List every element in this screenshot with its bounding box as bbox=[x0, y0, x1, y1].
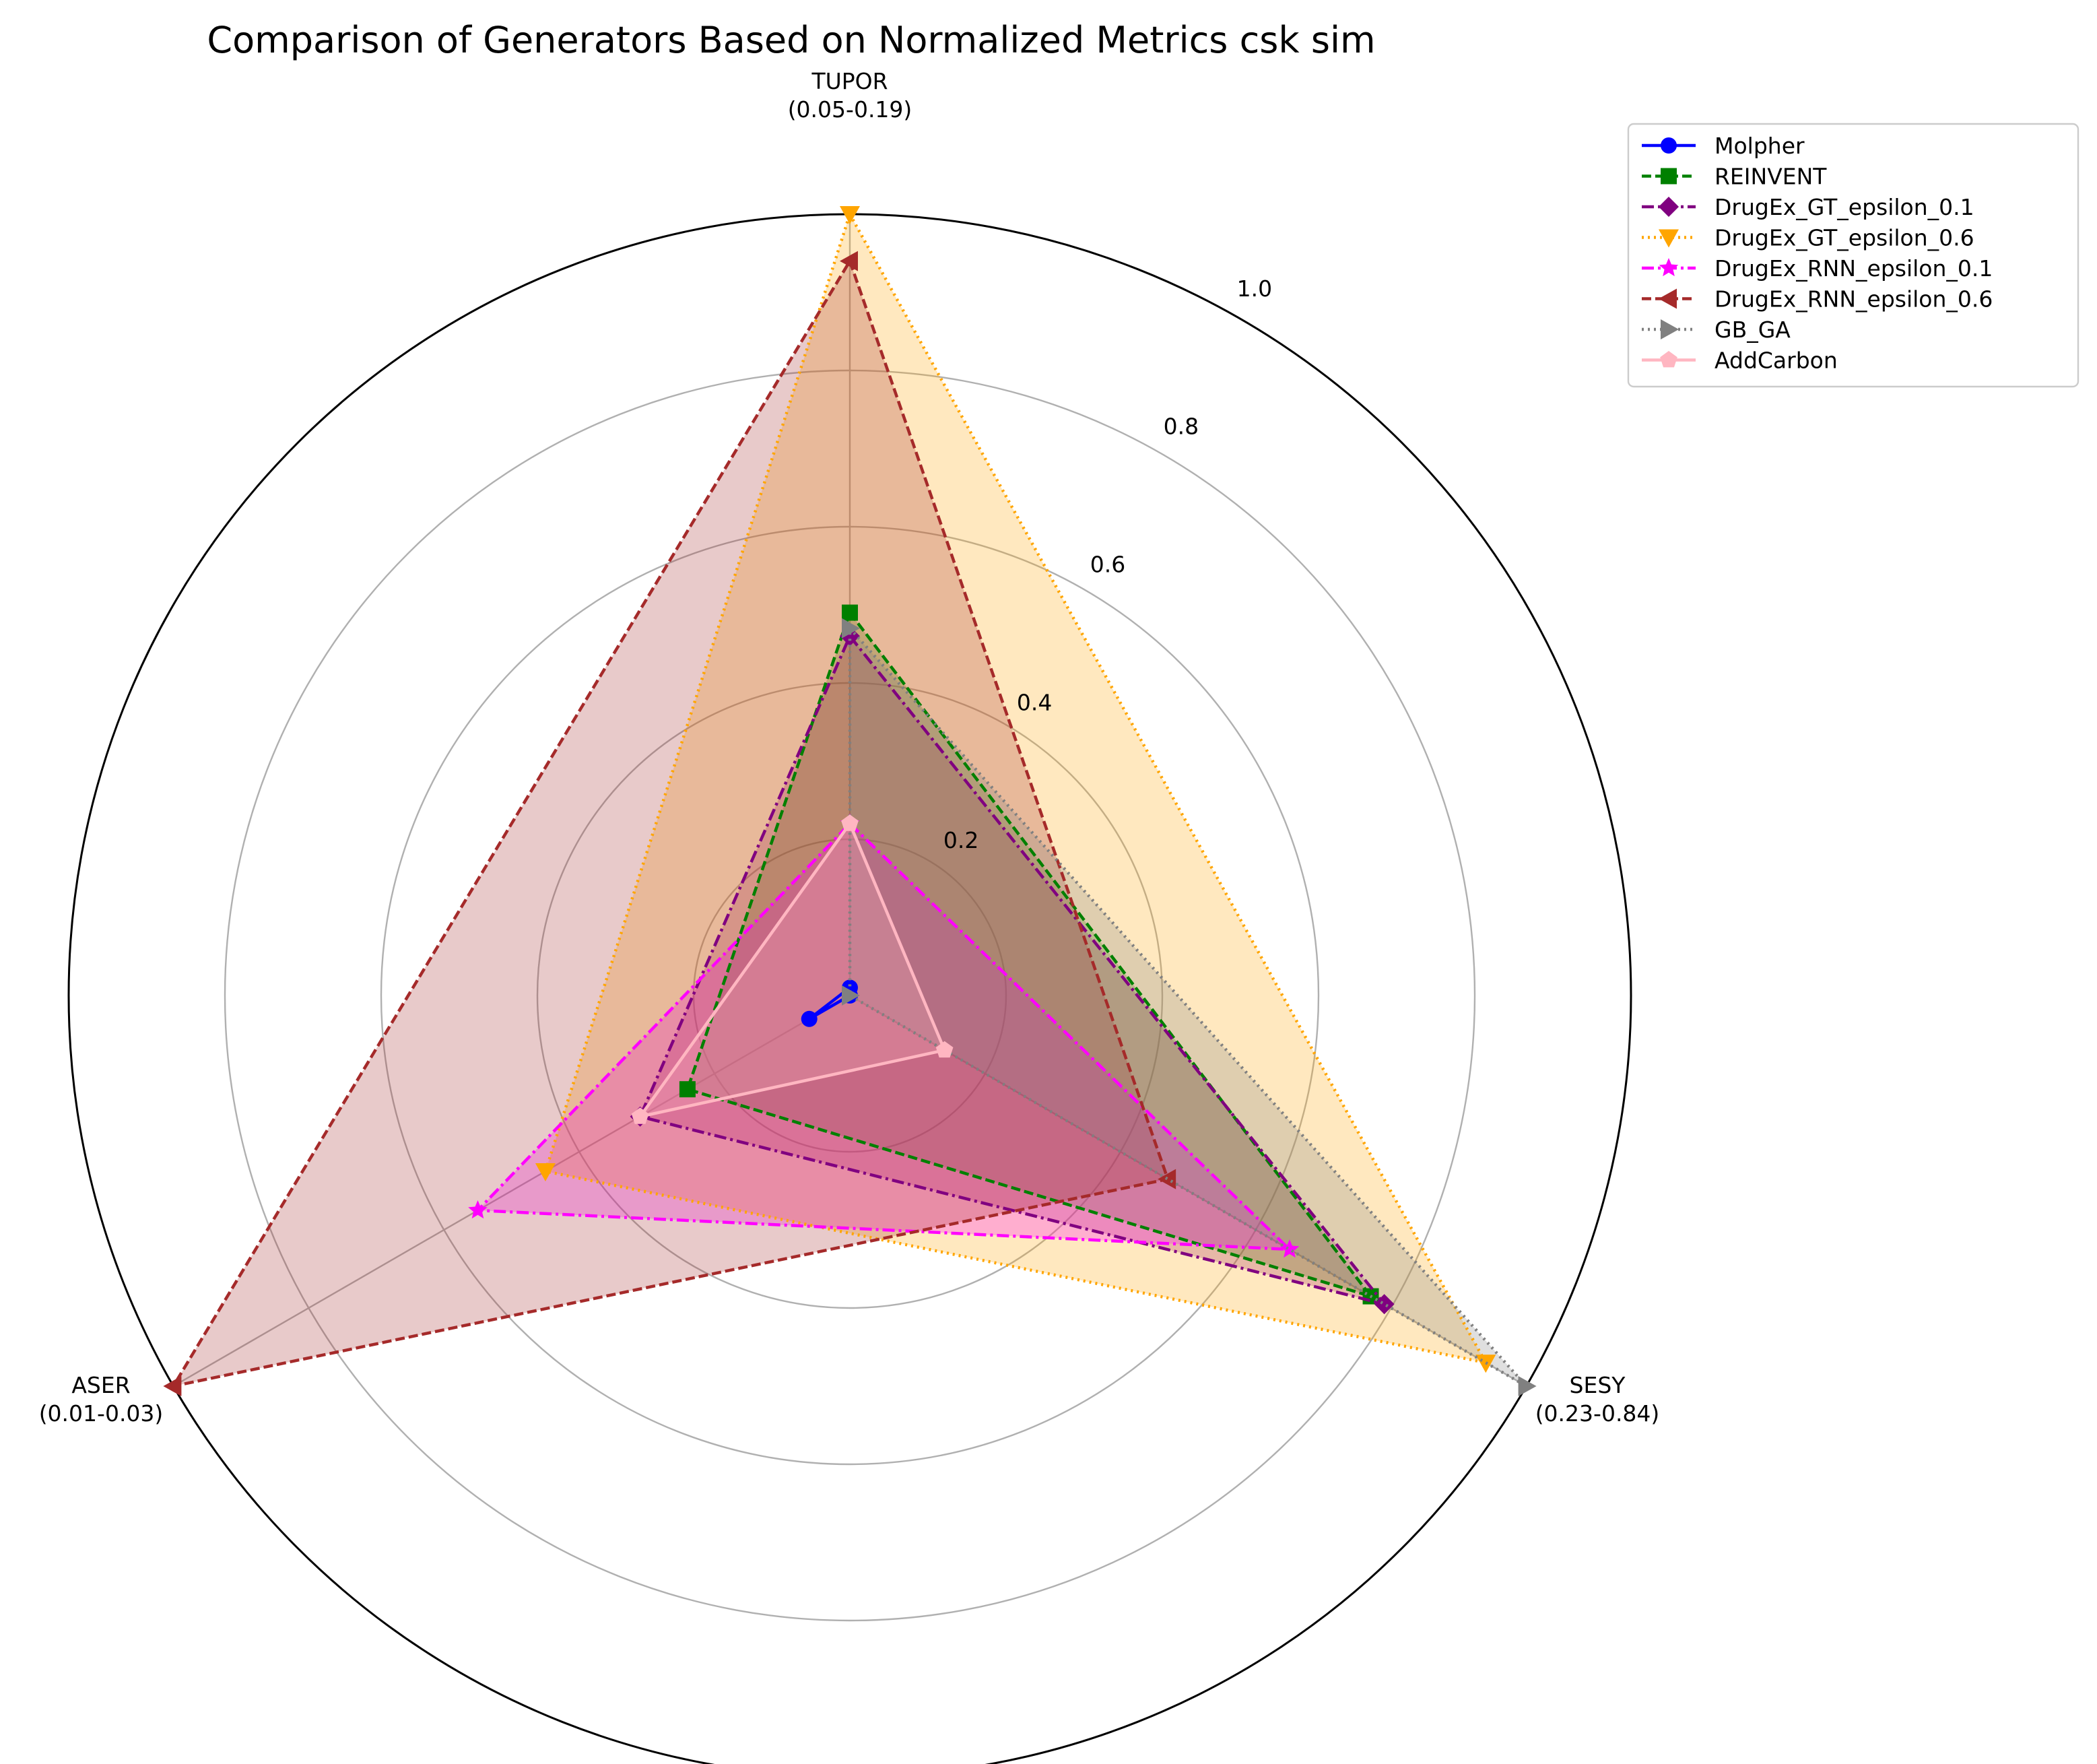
series-line bbox=[476, 822, 1292, 1251]
legend-entry: GB_GA bbox=[1642, 317, 1791, 343]
series-fill bbox=[173, 261, 1168, 1387]
legend-entry: DrugEx_RNN_epsilon_0.1 bbox=[1642, 255, 1993, 282]
data-point bbox=[1659, 288, 1677, 309]
data-point bbox=[842, 618, 860, 639]
axis-range-label: (0.23-0.84) bbox=[1535, 1400, 1660, 1427]
legend-label: AddCarbon bbox=[1715, 348, 1838, 374]
data-point bbox=[468, 1200, 488, 1219]
data-point bbox=[1659, 229, 1679, 248]
series-fill bbox=[640, 823, 945, 1117]
series-line bbox=[543, 212, 1488, 1365]
legend: Molpher REINVENT DrugEx_GT_epsilon_0.1 Drug… bbox=[1627, 123, 2079, 388]
legend-label: DrugEx_RNN_epsilon_0.6 bbox=[1715, 286, 1993, 313]
data-point bbox=[935, 1041, 954, 1058]
data-point bbox=[679, 1081, 696, 1098]
data-point bbox=[1279, 1239, 1300, 1258]
legend-entry: DrugEx_GT_epsilon_0.1 bbox=[1642, 194, 1974, 220]
data-point bbox=[1659, 197, 1679, 217]
axis-label-sesy: SESY bbox=[1570, 1372, 1626, 1398]
axis-range-label: (0.05-0.19) bbox=[788, 96, 912, 123]
radial-tick-label: 0.8 bbox=[1164, 414, 1199, 440]
data-point bbox=[840, 251, 858, 271]
series-gb-ga bbox=[842, 618, 1537, 1396]
series-line bbox=[686, 611, 1372, 1298]
legend-entry: REINVENT bbox=[1642, 164, 1827, 190]
data-point bbox=[841, 814, 859, 831]
data-point bbox=[1659, 258, 1679, 277]
radial-tick-label: 0.6 bbox=[1090, 551, 1125, 577]
data-point bbox=[842, 985, 860, 1006]
series-line bbox=[848, 626, 1528, 1388]
data-point bbox=[535, 1163, 556, 1181]
legend-label: DrugEx_GT_epsilon_0.1 bbox=[1715, 194, 1974, 220]
radial-tick-labels: 0.2 0.4 0.6 0.8 1.0 bbox=[943, 275, 1272, 853]
legend-entry: AddCarbon bbox=[1642, 348, 1838, 374]
legend-box bbox=[1627, 123, 2079, 388]
legend-label: DrugEx_GT_epsilon_0.6 bbox=[1715, 225, 1974, 251]
series-addcarbon bbox=[631, 814, 954, 1124]
axis-label-tupor: TUPOR bbox=[811, 68, 888, 94]
axis-label-aser: ASER bbox=[71, 1372, 130, 1398]
data-point bbox=[163, 1376, 182, 1396]
legend-entry: DrugEx_RNN_epsilon_0.6 bbox=[1642, 286, 1993, 313]
radial-tick-label: 0.4 bbox=[1017, 689, 1052, 715]
data-point bbox=[1661, 168, 1677, 185]
series-line bbox=[638, 822, 946, 1119]
data-point bbox=[1661, 137, 1677, 154]
data-point bbox=[1374, 1294, 1395, 1315]
data-point bbox=[842, 604, 858, 621]
radial-tick-label: 1.0 bbox=[1237, 275, 1272, 302]
legend-label: GB_GA bbox=[1715, 317, 1791, 343]
data-point bbox=[801, 1010, 818, 1027]
series-fill bbox=[477, 823, 1290, 1249]
data-point bbox=[1661, 319, 1679, 339]
grid-spoke bbox=[172, 994, 851, 1387]
legend-entry: Molpher bbox=[1642, 133, 1805, 159]
legend-label: Molpher bbox=[1715, 133, 1805, 159]
series-line bbox=[638, 634, 1386, 1306]
series-fill bbox=[687, 612, 1371, 1297]
series-fill bbox=[850, 628, 1527, 1386]
legend-label: DrugEx_RNN_epsilon_0.1 bbox=[1715, 255, 1993, 282]
axis-labels: TUPOR(0.05-0.19) SESY(0.23-0.84) ASER(0.01… bbox=[39, 68, 1660, 1427]
data-point bbox=[1660, 351, 1677, 368]
series-fills bbox=[173, 214, 1527, 1387]
legend-label: REINVENT bbox=[1715, 164, 1827, 190]
axis-range-label: (0.01-0.03) bbox=[39, 1400, 164, 1427]
series-fill bbox=[640, 636, 1385, 1305]
radial-tick-label: 0.2 bbox=[943, 827, 978, 853]
data-point bbox=[1518, 1376, 1537, 1396]
data-point bbox=[631, 1107, 649, 1124]
data-point bbox=[840, 206, 860, 224]
legend-entry: DrugEx_GT_epsilon_0.6 bbox=[1642, 225, 1974, 251]
series-lines bbox=[163, 206, 1537, 1396]
chart-title: Comparison of Generators Based on Normal… bbox=[207, 19, 1375, 61]
series-line bbox=[172, 259, 1170, 1388]
